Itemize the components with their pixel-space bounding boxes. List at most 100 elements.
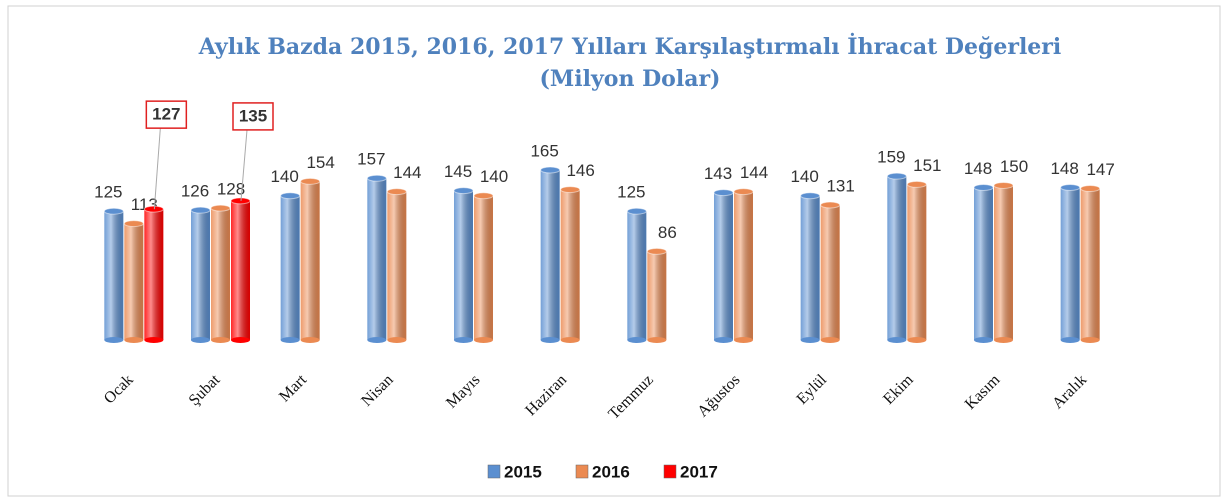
bar-shine xyxy=(714,192,733,340)
bar-shine xyxy=(454,190,473,340)
bar-shine xyxy=(1060,187,1080,340)
value-label: 131 xyxy=(826,177,854,196)
bar-shine xyxy=(820,205,840,340)
value-label: 145 xyxy=(444,162,472,181)
bar-cap xyxy=(280,192,301,200)
value-label: 128 xyxy=(217,180,245,199)
bar-base xyxy=(144,337,164,343)
bar-cap xyxy=(733,188,754,196)
value-label: 126 xyxy=(181,182,209,201)
bar-cap xyxy=(626,207,647,215)
value-label: 144 xyxy=(740,163,768,182)
legend-label: 2017 xyxy=(680,462,718,481)
bar-base xyxy=(800,337,820,343)
value-label: 140 xyxy=(270,167,298,186)
bar-shine xyxy=(540,170,560,340)
bar-cap xyxy=(473,192,494,200)
legend-swatch xyxy=(663,464,677,479)
bar-cap xyxy=(560,186,581,194)
bar-shine xyxy=(124,223,144,340)
bar-shine xyxy=(560,189,580,340)
bar-base xyxy=(820,337,840,343)
bar-shine xyxy=(1080,188,1100,340)
legend-swatch xyxy=(487,464,501,479)
bar-base xyxy=(300,337,320,343)
bar-cap xyxy=(906,180,927,188)
value-label: 140 xyxy=(480,167,508,186)
bar-cap xyxy=(230,197,251,205)
bar-shine xyxy=(974,187,993,340)
value-label: 146 xyxy=(566,161,594,180)
leader-line xyxy=(153,128,161,210)
bar-cap xyxy=(123,220,144,228)
bar-shine xyxy=(907,184,927,340)
value-label: 144 xyxy=(393,163,421,182)
bar-shine xyxy=(191,210,210,340)
value-label: 165 xyxy=(530,141,558,160)
value-label: 127 xyxy=(152,105,180,124)
bar-base xyxy=(887,337,907,343)
bar-cap xyxy=(973,184,994,192)
value-label: 148 xyxy=(1050,159,1078,178)
value-label: 154 xyxy=(306,153,334,172)
bar-cap xyxy=(1060,184,1081,192)
bar-cap xyxy=(143,205,164,213)
bar-shine xyxy=(627,211,647,340)
bar-shine xyxy=(144,209,164,340)
chart-title: Aylık Bazda 2015, 2016, 2017 Yılları Kar… xyxy=(198,32,1062,60)
legend-label: 2015 xyxy=(504,462,542,481)
bar-base xyxy=(191,337,210,343)
bar-base xyxy=(124,337,144,343)
bar-cap xyxy=(886,172,907,180)
bar-shine xyxy=(994,185,1013,340)
bar-shine xyxy=(800,195,820,340)
bar-base xyxy=(734,337,753,343)
legend-label: 2016 xyxy=(592,462,630,481)
bar-cap xyxy=(993,181,1014,189)
bar-base xyxy=(540,337,560,343)
bar-base xyxy=(627,337,647,343)
legend-swatch xyxy=(575,464,589,479)
bar-shine xyxy=(211,208,230,340)
bar-base xyxy=(1060,337,1080,343)
value-label: 135 xyxy=(239,106,267,125)
bar-shine xyxy=(887,176,907,340)
bar-cap xyxy=(713,189,734,197)
bar-cap xyxy=(103,207,124,215)
bar-shine xyxy=(104,211,124,340)
value-label: 147 xyxy=(1086,160,1114,179)
bar-shine xyxy=(280,195,300,340)
bar-cap xyxy=(800,192,821,200)
bar-base xyxy=(211,337,230,343)
value-label: 125 xyxy=(617,183,645,202)
bar-cap xyxy=(820,201,841,209)
bar-base xyxy=(1080,337,1100,343)
bar-base xyxy=(994,337,1013,343)
value-label: 157 xyxy=(357,150,385,169)
bar-cap xyxy=(210,204,231,212)
bar-cap xyxy=(1080,185,1101,193)
bar-shine xyxy=(387,191,407,340)
value-label: 86 xyxy=(658,223,677,242)
bar-base xyxy=(907,337,927,343)
bar-cap xyxy=(300,177,321,185)
bar-cap xyxy=(540,166,561,174)
bar-cap xyxy=(366,174,387,182)
bar-base xyxy=(974,337,993,343)
bar-cap xyxy=(453,187,474,195)
value-label-box xyxy=(232,102,274,131)
bar-shine xyxy=(734,191,753,340)
value-label: 140 xyxy=(790,167,818,186)
bar-base xyxy=(560,337,580,343)
value-label: 148 xyxy=(964,159,992,178)
value-label: 150 xyxy=(1000,157,1028,176)
bar-base xyxy=(387,337,407,343)
value-label-box xyxy=(145,100,188,129)
bar-base xyxy=(454,337,473,343)
bar-base xyxy=(104,337,124,343)
bar-base xyxy=(647,337,667,343)
bar-shine xyxy=(647,251,667,340)
chart-subtitle: (Milyon Dolar) xyxy=(540,66,721,92)
bar-shine xyxy=(231,200,250,340)
